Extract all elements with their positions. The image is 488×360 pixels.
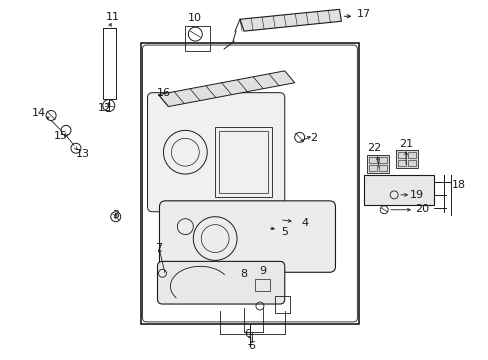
- Polygon shape: [158, 71, 294, 107]
- Bar: [215, 127, 271, 197]
- Bar: [407, 152, 415, 158]
- Bar: [397, 152, 405, 158]
- Bar: [219, 131, 267, 193]
- Text: 18: 18: [451, 180, 465, 190]
- Text: 8: 8: [240, 269, 247, 279]
- Text: 20: 20: [414, 204, 428, 214]
- Polygon shape: [240, 9, 341, 31]
- Text: 15: 15: [54, 131, 68, 141]
- Bar: [397, 160, 405, 166]
- Bar: [395, 150, 417, 168]
- Text: 17: 17: [357, 9, 370, 19]
- Text: 7: 7: [155, 243, 162, 253]
- Text: 3: 3: [112, 210, 119, 220]
- Text: 11: 11: [105, 12, 120, 22]
- Bar: [185, 26, 210, 51]
- Text: 6: 6: [248, 341, 255, 351]
- Text: 5: 5: [281, 226, 288, 237]
- FancyBboxPatch shape: [157, 261, 284, 304]
- Text: 19: 19: [409, 190, 423, 200]
- Bar: [254, 279, 269, 291]
- Text: 21: 21: [398, 139, 412, 149]
- Bar: [379, 165, 386, 171]
- Text: 10: 10: [188, 13, 202, 23]
- Bar: [379, 157, 386, 163]
- Bar: [368, 157, 376, 163]
- Text: 16: 16: [156, 88, 170, 98]
- Bar: [141, 43, 359, 324]
- Bar: [407, 160, 415, 166]
- Text: 14: 14: [32, 108, 46, 117]
- Text: 4: 4: [301, 218, 307, 228]
- Bar: [366, 155, 388, 173]
- Text: 2: 2: [309, 133, 317, 143]
- FancyBboxPatch shape: [147, 93, 284, 212]
- Bar: [102, 28, 116, 99]
- Text: 6: 6: [244, 329, 251, 339]
- Bar: [368, 165, 376, 171]
- Text: 13: 13: [76, 149, 90, 159]
- FancyBboxPatch shape: [159, 201, 335, 272]
- Text: 1: 1: [246, 337, 253, 347]
- Bar: [274, 296, 289, 313]
- Bar: [364, 175, 433, 205]
- Text: 22: 22: [366, 143, 381, 153]
- Text: 12: 12: [98, 103, 112, 113]
- Text: 9: 9: [259, 266, 266, 276]
